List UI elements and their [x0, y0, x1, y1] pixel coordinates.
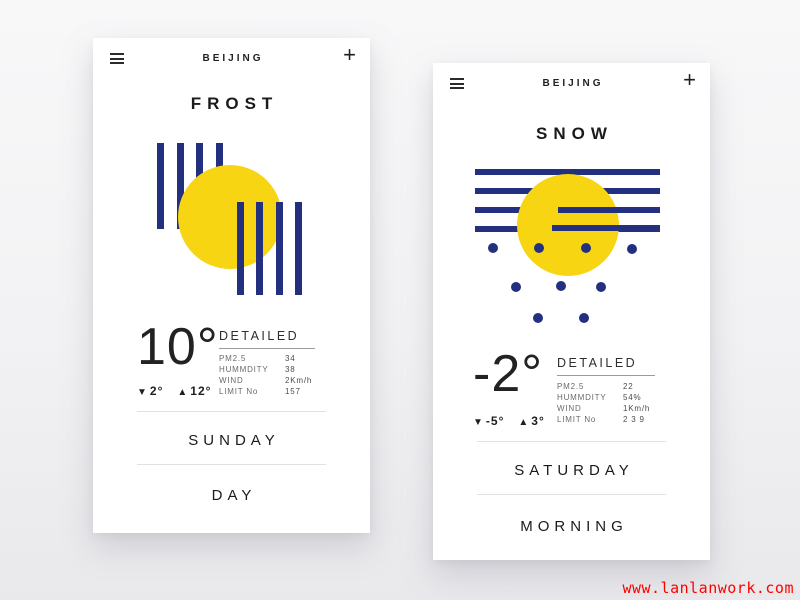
frost-bar [295, 202, 302, 295]
down-triangle-icon: ▼ [137, 387, 148, 398]
detail-row: HUMMDITY 54% [557, 393, 642, 402]
condition-label: FROST [190, 94, 279, 113]
snow-dot [627, 244, 637, 254]
temp-range: ▼ -5° ▲ 3° [473, 414, 545, 428]
frost-bar [256, 202, 263, 295]
snow-dot [511, 282, 521, 292]
snow-dot [556, 281, 566, 291]
detail-table: PM2.5 34 HUMMDITY 38 WIND 2Km/h LIMIT No 157 [219, 353, 325, 397]
city-title: BEIJING [202, 53, 264, 64]
snow-dot [596, 282, 606, 292]
temperature: -2° [473, 345, 544, 403]
detailed-underline [219, 348, 315, 349]
detail-row: WIND 1Km/h [557, 404, 651, 413]
detail-row: LIMIT No 157 [219, 387, 301, 396]
frost-bar [177, 143, 184, 229]
sun-circle [178, 165, 282, 269]
snow-dot [533, 313, 543, 323]
detail-row: LIMIT No 2 3 9 [557, 415, 645, 424]
snow-dot [488, 243, 498, 253]
temp-range: ▼ 2° ▲ 12° [137, 384, 211, 398]
snow-dot [579, 313, 589, 323]
detail-row: WIND 2Km/h [219, 376, 313, 385]
period-label: MORNING [520, 518, 628, 535]
snow-stripe [475, 169, 660, 175]
plus-icon[interactable]: + [683, 67, 696, 92]
detail-row: HUMMDITY 38 [219, 365, 296, 374]
watermark: www.lanlanwork.com [622, 579, 794, 597]
up-triangle-icon: ▲ [177, 387, 189, 398]
detailed-heading: DETAILED [557, 356, 638, 370]
frost-bar [276, 202, 283, 295]
low-temp: ▼ 2° [137, 384, 164, 398]
temperature: 10° [137, 318, 219, 376]
menu-icon[interactable] [110, 53, 124, 64]
snow-dot [581, 243, 591, 253]
up-triangle-icon: ▲ [518, 417, 530, 428]
frost-bar [157, 143, 164, 229]
detail-table: PM2.5 22 HUMMDITY 54% WIND 1Km/h LIMIT No 2 … [557, 381, 663, 425]
day-label: SUNDAY [188, 432, 280, 449]
condition-label: SNOW [536, 124, 613, 143]
high-temp: ▲ 12° [177, 384, 212, 398]
snow-dot [534, 243, 544, 253]
frost-bar [237, 202, 244, 295]
plus-icon[interactable]: + [343, 42, 356, 67]
divider [137, 464, 326, 465]
down-triangle-icon: ▼ [473, 417, 484, 428]
divider [477, 494, 666, 495]
snow-stripe-overlay [558, 207, 660, 213]
period-label: DAY [211, 487, 257, 504]
high-temp: ▲ 3° [518, 414, 545, 428]
detailed-heading: DETAILED [219, 329, 300, 343]
weather-card-frost: BEIJING + FROST 10° ▼ 2° ▲ 12° DETAILED PM… [93, 38, 370, 533]
detailed-underline [557, 375, 655, 376]
detail-row: PM2.5 34 [219, 354, 296, 363]
divider [137, 411, 326, 412]
divider [477, 441, 666, 442]
weather-card-snow: BEIJING + SNOW -2° ▼ -5° ▲ 3° DETAILED PM2… [433, 63, 710, 560]
city-title: BEIJING [542, 78, 604, 89]
day-label: SATURDAY [514, 462, 634, 479]
low-temp: ▼ -5° [473, 414, 505, 428]
menu-icon[interactable] [450, 78, 464, 89]
detail-row: PM2.5 22 [557, 382, 634, 391]
snow-stripe-overlay [552, 225, 660, 231]
